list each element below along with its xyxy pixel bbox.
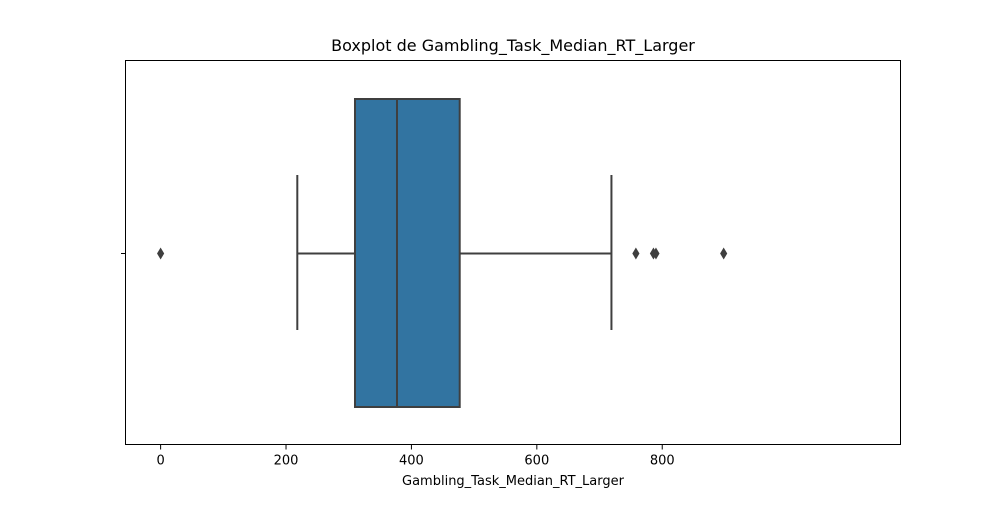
outlier-point [157, 247, 165, 260]
x-tick-label: 600 [524, 454, 549, 469]
outlier-point [652, 247, 660, 260]
axes-frame [125, 60, 901, 445]
interquartile-box [353, 98, 461, 408]
x-tick-label: 400 [399, 454, 424, 469]
x-tick-label: 0 [156, 454, 164, 469]
x-axis-ticks: 0 200 400 600 800 [156, 444, 675, 469]
x-tick-label: 800 [650, 454, 675, 469]
chart-title: Boxplot de Gambling_Task_Median_RT_Large… [331, 36, 695, 56]
x-axis-title: Gambling_Task_Median_RT_Larger [402, 474, 625, 489]
x-tick-label: 200 [274, 454, 299, 469]
plot-area [157, 98, 728, 408]
outlier-point [632, 247, 640, 260]
outlier-point [720, 247, 728, 260]
